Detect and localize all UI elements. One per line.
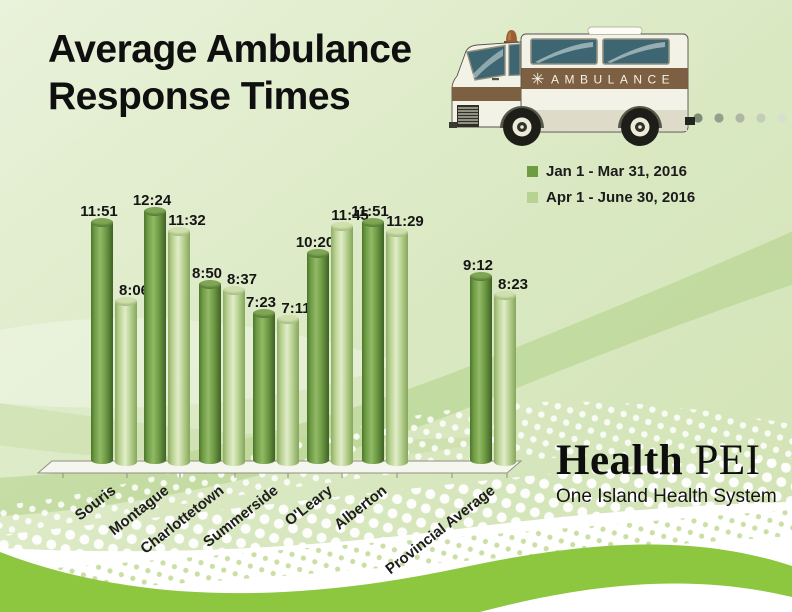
bar-value-label: 8:06	[118, 282, 150, 299]
bar	[277, 315, 299, 466]
logo-tagline: One Island Health System	[556, 486, 777, 507]
bar-value-label: 9:12	[462, 257, 494, 274]
page-title: Average Ambulance Response Times	[48, 26, 412, 120]
bar-value-label: 8:23	[497, 276, 529, 293]
logo-brand: Health PEI	[556, 437, 777, 484]
front-bumper	[449, 122, 457, 128]
bar	[115, 297, 137, 466]
axis-ticks	[62, 473, 508, 478]
category-label: Provincial Average	[382, 482, 499, 578]
legend-swatch	[527, 192, 538, 203]
ambulance-illustration: ✳ AMBULANCE	[449, 26, 787, 146]
title-line-1: Average Ambulance	[48, 28, 412, 71]
category-label: Souris	[72, 482, 120, 525]
motion-trail-dots	[693, 113, 787, 123]
front-grille	[457, 105, 479, 127]
bar-value-label: 11:29	[386, 213, 424, 230]
nose-band	[452, 87, 521, 101]
door-handle	[492, 78, 499, 81]
bar	[91, 218, 113, 464]
legend-item: Apr 1 - June 30, 2016	[527, 189, 695, 206]
category-label: Alberton	[331, 482, 391, 534]
bar-value-label: 12:24	[132, 192, 172, 209]
bar	[168, 227, 190, 466]
background-swoosh	[0, 231, 792, 517]
logo-brand-regular: PEI	[694, 437, 761, 484]
bar	[199, 280, 221, 464]
cab	[449, 41, 522, 128]
rear-wheel	[618, 106, 662, 146]
bar-value-label: 11:51	[351, 203, 389, 220]
roof-vent	[587, 26, 643, 35]
bar-value-label: 7:11	[281, 300, 311, 317]
legend-item: Jan 1 - Mar 31, 2016	[527, 163, 695, 180]
chart-legend: Jan 1 - Mar 31, 2016 Apr 1 - June 30, 201…	[527, 163, 695, 215]
bar-value-label: 8:50	[191, 265, 223, 282]
ambulance-banner: ✳ AMBULANCE	[521, 68, 688, 89]
bar-value-label: 8:37	[226, 271, 258, 288]
logo-brand-bold: Health	[556, 437, 684, 484]
ambulance-body-skirt	[522, 110, 687, 131]
bar-value-label: 10:20	[295, 234, 335, 251]
bar	[386, 228, 408, 466]
bar-value-label: 11:45	[331, 207, 369, 224]
bottom-green-ribbon	[0, 544, 792, 612]
bar	[253, 309, 275, 464]
bar	[331, 222, 353, 466]
title-line-2: Response Times	[48, 75, 351, 118]
bar	[307, 249, 329, 464]
bar	[494, 291, 516, 466]
legend-label: Apr 1 - June 30, 2016	[546, 189, 696, 206]
door-window	[508, 43, 521, 77]
bar	[144, 207, 166, 464]
bar	[223, 286, 245, 466]
legend-swatch	[527, 166, 538, 177]
bar	[362, 218, 384, 464]
halftone-dots-green	[0, 510, 792, 596]
bar-value-label: 11:32	[168, 212, 206, 229]
health-pei-logo: Health PEI One Island Health System	[556, 437, 777, 508]
category-label: O'Leary	[281, 482, 336, 530]
bar	[470, 272, 492, 464]
front-wheel	[500, 106, 544, 146]
legend-label: Jan 1 - Mar 31, 2016	[546, 163, 687, 180]
side-windows	[530, 38, 670, 65]
halftone-dots-big	[0, 458, 792, 574]
star-of-life-icon: ✳	[531, 72, 544, 89]
bar-value-label: 7:23	[245, 294, 277, 311]
rear-bumper	[685, 117, 695, 125]
banner-text: AMBULANCE	[551, 73, 675, 87]
bar-value-label: 11:51	[80, 203, 118, 220]
